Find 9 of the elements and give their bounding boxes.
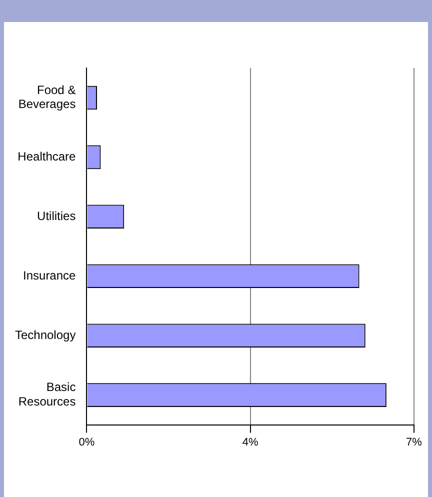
y-tick-label: Food & Beverages — [18, 82, 76, 112]
y-tick-label: Technology — [14, 328, 76, 342]
x-tick-label: 4% — [242, 436, 259, 448]
x-tick-label: 7% — [406, 436, 422, 448]
y-tick-label: Utilities — [37, 208, 76, 223]
y-tick-label: Basic Resources — [18, 380, 76, 409]
x-tick-label: 0% — [78, 436, 95, 448]
y-tick-label: Insurance — [23, 268, 76, 282]
y-tick-label: Healthcare — [18, 150, 76, 164]
